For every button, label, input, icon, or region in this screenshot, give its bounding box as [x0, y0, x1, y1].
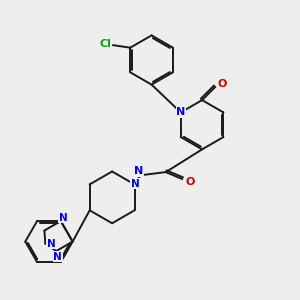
Text: N: N [134, 167, 144, 176]
Text: N: N [47, 238, 56, 249]
Text: N: N [176, 107, 185, 117]
Text: N: N [59, 213, 68, 223]
Text: O: O [185, 177, 195, 187]
Text: Cl: Cl [100, 39, 112, 49]
Text: N: N [131, 179, 140, 189]
Text: N: N [53, 252, 62, 262]
Text: O: O [218, 79, 227, 89]
